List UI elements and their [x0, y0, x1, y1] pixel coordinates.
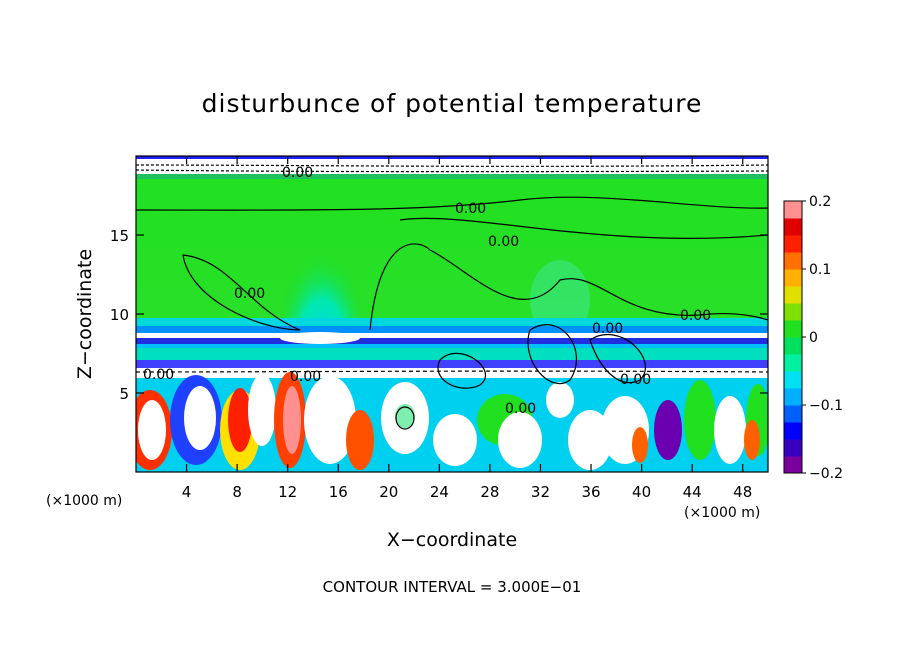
contour-label: 0.00 — [234, 286, 265, 302]
colorbar-tick-label: 0.1 — [809, 262, 831, 278]
colorbar-swatch — [784, 422, 802, 440]
contour-label: 0.00 — [505, 401, 536, 417]
colorbar-tick-label: 0 — [809, 330, 818, 346]
x-axis-label: X−coordinate — [387, 529, 517, 551]
x-tick-label: 40 — [632, 483, 651, 501]
contour-interval-note: CONTOUR INTERVAL = 3.000E−01 — [323, 578, 582, 596]
colorbar-tick-label: −0.2 — [809, 466, 843, 482]
x-tick-label: 28 — [480, 483, 499, 501]
y-axis-label: Z−coordinate — [74, 249, 96, 379]
colorbar-swatch — [784, 269, 802, 287]
colorbar-swatch — [784, 371, 802, 389]
x-tick-label: 32 — [531, 483, 550, 501]
colorbar-swatch — [784, 218, 802, 236]
y-axis: 5 10 15 — [110, 227, 768, 403]
heatmap-field — [136, 156, 768, 472]
contour-label: 0.00 — [290, 369, 321, 385]
x-axis: 4 8 12 16 20 24 28 32 36 40 44 48 — [182, 156, 752, 501]
x-tick-label: 8 — [232, 483, 242, 501]
colorbar-swatch — [784, 201, 802, 219]
x-tick-label: 36 — [581, 483, 600, 501]
x-tick-label: 44 — [683, 483, 702, 501]
colorbar-swatch — [784, 320, 802, 338]
x-tick-label: 48 — [733, 483, 752, 501]
x-tick-label: 12 — [278, 483, 297, 501]
x-tick-label: 16 — [329, 483, 348, 501]
colorbar-swatch — [784, 405, 802, 423]
contour-label: 0.00 — [143, 367, 174, 383]
y-tick-label: 5 — [119, 385, 129, 403]
colorbar-labels: 0.2 0.1 0 −0.1 −0.2 — [802, 194, 843, 482]
colorbar-swatch — [784, 354, 802, 372]
colorbar — [784, 201, 802, 474]
x-tick-label: 4 — [182, 483, 192, 501]
colorbar-swatch — [784, 303, 802, 321]
y-tick-label: 15 — [110, 227, 129, 245]
colorbar-swatch — [784, 456, 802, 474]
x-unit-left: (×1000 m) — [46, 493, 122, 509]
y-tick-label: 10 — [110, 306, 129, 324]
contour-label: 0.00 — [488, 234, 519, 250]
colorbar-tick-label: 0.2 — [809, 194, 831, 210]
colorbar-tick-label: −0.1 — [809, 398, 843, 414]
colorbar-swatch — [784, 439, 802, 457]
contour-label: 0.00 — [592, 321, 623, 337]
x-unit-right: (×1000 m) — [684, 505, 760, 521]
contour-labels: 0.00 0.00 0.00 0.00 0.00 0.00 0.00 0.00 0.00 0.00 — [143, 165, 711, 417]
contour-label: 0.00 — [282, 165, 313, 181]
contour-label: 0.00 — [455, 201, 486, 217]
colorbar-swatch — [784, 252, 802, 270]
colorbar-swatch — [784, 337, 802, 355]
colorbar-swatch — [784, 286, 802, 304]
colorbar-swatch — [784, 388, 802, 406]
colorbar-swatch — [784, 235, 802, 253]
x-tick-label: 24 — [430, 483, 449, 501]
chart-title: disturbunce of potential temperature — [202, 89, 703, 118]
contour-label: 0.00 — [680, 308, 711, 324]
x-tick-label: 20 — [379, 483, 398, 501]
contour-label: 0.00 — [620, 372, 651, 388]
